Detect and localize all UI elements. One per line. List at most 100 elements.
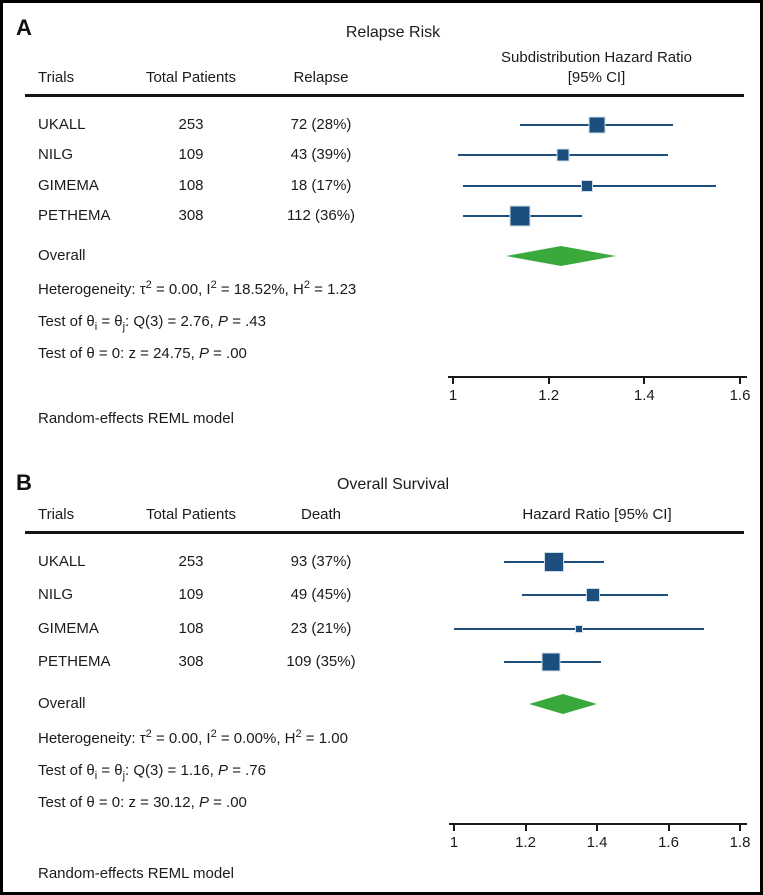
x-axis bbox=[449, 823, 747, 833]
axis-line bbox=[448, 376, 747, 378]
estimate-box bbox=[556, 148, 570, 162]
stats-text-segment: = 0.00, I bbox=[151, 281, 211, 298]
stats-line: Test of θ = 0: z = 30.12, P = .00 bbox=[38, 794, 247, 812]
column-header-trials: Trials bbox=[38, 69, 75, 86]
axis-tick-label: 1 bbox=[449, 834, 459, 851]
events-value: 23 (21%) bbox=[290, 619, 352, 637]
overall-label: Overall bbox=[38, 247, 86, 264]
column-header-total-patients: Total Patients bbox=[145, 506, 237, 523]
stats-text-segment: P bbox=[198, 345, 209, 362]
axis-tick-label: 1 bbox=[448, 387, 458, 404]
stats-text-segment: i bbox=[94, 321, 98, 333]
axis-tick bbox=[547, 378, 550, 384]
header-rule bbox=[25, 94, 744, 97]
trial-name: GIMEMA bbox=[38, 176, 99, 194]
forest-row-plot bbox=[453, 174, 740, 198]
stats-text-segment: P bbox=[218, 762, 229, 779]
stats-line: Test of θi = θj: Q(3) = 1.16, P = .76 bbox=[38, 762, 266, 782]
stats-text-segment: Test of θ bbox=[38, 762, 95, 779]
stats-text-segment: = .00 bbox=[208, 345, 247, 362]
trial-name: NILG bbox=[38, 146, 74, 164]
effect-size-header: Subdistribution Hazard Ratio bbox=[501, 49, 692, 66]
diamond-shape bbox=[529, 694, 597, 714]
total-patients-value: 109 bbox=[178, 146, 204, 164]
stats-text-segment: 2 bbox=[295, 728, 302, 740]
total-patients-value: 253 bbox=[178, 553, 204, 570]
column-header-events: Relapse bbox=[293, 69, 349, 86]
stats-text-segment: : Q(3) = 2.76, bbox=[125, 313, 219, 330]
events-value: 49 (45%) bbox=[290, 586, 352, 604]
stats-text-segment: Heterogeneity: τ bbox=[38, 281, 146, 298]
x-axis bbox=[448, 376, 747, 386]
stats-text-segment: 2 bbox=[210, 279, 217, 291]
stats-text-segment: 2 bbox=[145, 728, 152, 740]
stats-text-segment: 2 bbox=[303, 279, 310, 291]
estimate-box bbox=[586, 588, 601, 603]
total-patients-value: 108 bbox=[178, 619, 204, 637]
stats-text-segment: = θ bbox=[97, 313, 123, 330]
stats-text-segment: = 0.00, I bbox=[151, 730, 211, 747]
axis-tick bbox=[643, 378, 646, 384]
axis-tick bbox=[453, 825, 455, 831]
panel-letter: A bbox=[16, 15, 32, 40]
events-value: 109 (35%) bbox=[286, 652, 356, 670]
header-rule bbox=[25, 531, 744, 534]
stats-text-segment: j bbox=[122, 321, 126, 333]
column-header-trials: Trials bbox=[38, 506, 75, 523]
trial-name: PETHEMA bbox=[38, 206, 111, 224]
stats-line: Test of θ = 0: z = 24.75, P = .00 bbox=[38, 345, 247, 363]
stats-line: Heterogeneity: τ2 = 0.00, I2 = 0.00%, H2… bbox=[38, 728, 348, 748]
model-note: Random-effects REML model bbox=[38, 865, 234, 882]
total-patients-value: 109 bbox=[178, 586, 204, 604]
total-patients-value: 308 bbox=[178, 206, 204, 224]
panel-title: Overall Survival bbox=[336, 476, 450, 493]
estimate-box bbox=[588, 116, 605, 134]
stats-text-segment: Test of θ = 0: z = 24.75, bbox=[38, 345, 199, 362]
stats-line: Test of θi = θj: Q(3) = 2.76, P = .43 bbox=[38, 313, 266, 333]
stats-text-segment: = 0.00%, H bbox=[216, 730, 296, 747]
stats-text-segment: Test of θ bbox=[38, 313, 95, 330]
axis-tick bbox=[524, 825, 527, 831]
stats-text-segment: i bbox=[94, 770, 98, 782]
axis-tick-label: 1.8 bbox=[729, 834, 751, 851]
axis-tick-label: 1.2 bbox=[538, 387, 560, 404]
events-value: 72 (28%) bbox=[290, 116, 352, 133]
column-header-total-patients: Total Patients bbox=[145, 69, 237, 86]
total-patients-value: 253 bbox=[178, 116, 204, 133]
overall-diamond bbox=[453, 246, 740, 266]
axis-tick-label: 1.6 bbox=[729, 387, 751, 404]
forest-row-plot bbox=[453, 143, 740, 167]
total-patients-value: 308 bbox=[178, 652, 204, 670]
axis-tick-label: 1.2 bbox=[515, 834, 536, 851]
trial-name: GIMEMA bbox=[38, 619, 99, 637]
stats-text-segment: = .43 bbox=[228, 313, 266, 330]
total-patients-value: 108 bbox=[178, 176, 204, 194]
panel-letter: B bbox=[16, 470, 32, 495]
effect-size-header: Hazard Ratio [95% CI] bbox=[522, 506, 672, 523]
stats-text-segment: P bbox=[198, 794, 209, 811]
diamond-shape bbox=[505, 246, 616, 266]
axis-tick bbox=[739, 825, 741, 831]
events-value: 18 (17%) bbox=[290, 176, 352, 194]
axis-tick-label: 1.4 bbox=[586, 834, 608, 851]
forest-row-plot bbox=[454, 550, 740, 574]
forest-row-plot bbox=[453, 204, 740, 228]
overall-label: Overall bbox=[38, 695, 86, 712]
axis-tick bbox=[452, 378, 454, 384]
events-value: 93 (37%) bbox=[290, 553, 352, 570]
axis-tick-label: 1.6 bbox=[658, 834, 679, 851]
forest-row-plot bbox=[454, 617, 740, 641]
stats-text-segment: : Q(3) = 1.16, bbox=[125, 762, 219, 779]
column-header-events: Death bbox=[300, 506, 342, 523]
trial-name: UKALL bbox=[38, 553, 86, 570]
estimate-box bbox=[580, 179, 593, 192]
trial-name: UKALL bbox=[38, 116, 86, 133]
trial-name: PETHEMA bbox=[38, 652, 111, 670]
forest-row-plot bbox=[453, 113, 740, 137]
stats-text-segment: j bbox=[122, 770, 126, 782]
estimate-box bbox=[575, 624, 584, 633]
forest-row-plot bbox=[454, 583, 740, 607]
axis-tick-label: 1.4 bbox=[633, 387, 655, 404]
overall-diamond bbox=[454, 694, 740, 714]
